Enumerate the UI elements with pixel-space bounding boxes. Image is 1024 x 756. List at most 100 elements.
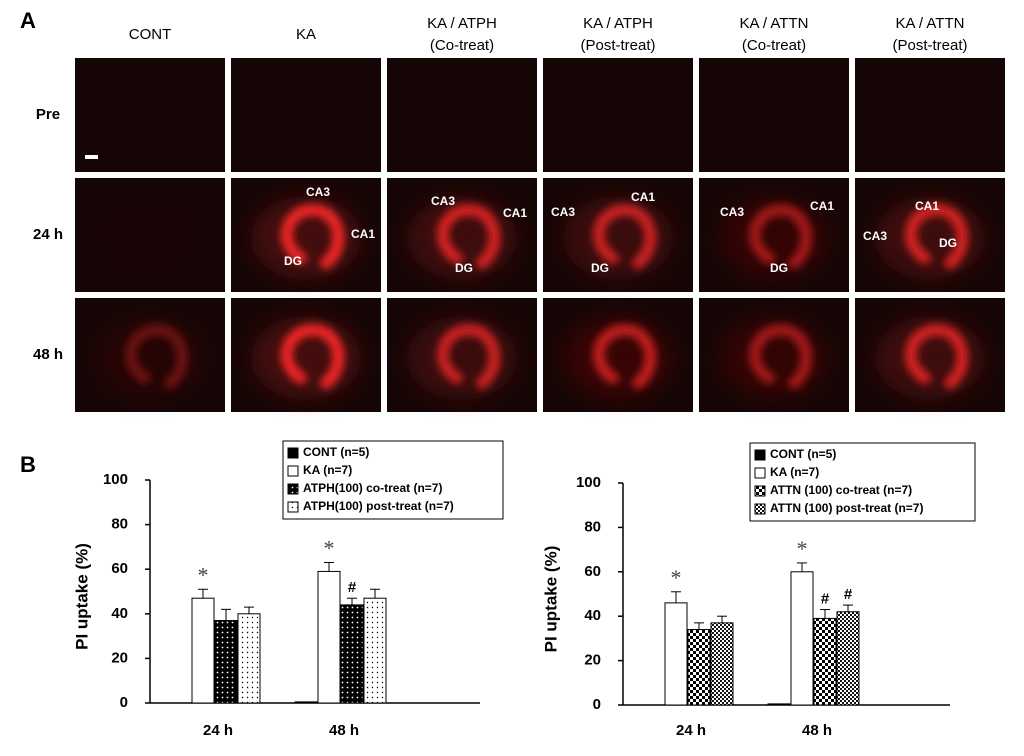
row-label: 24 h bbox=[33, 226, 63, 243]
legend-swatch bbox=[754, 467, 766, 479]
y-axis-label: PI uptake (%) bbox=[72, 543, 91, 650]
y-tick-label: 0 bbox=[593, 696, 601, 713]
error-bar bbox=[324, 562, 334, 572]
significance-mark: * bbox=[797, 536, 808, 561]
micrograph bbox=[855, 298, 1005, 412]
micrograph-bg bbox=[543, 58, 693, 172]
y-tick-label: 100 bbox=[103, 471, 128, 488]
hippocampus-glow bbox=[592, 204, 657, 269]
y-tick-label: 0 bbox=[120, 694, 128, 711]
bar bbox=[363, 597, 387, 704]
bar bbox=[214, 619, 238, 704]
micrograph bbox=[699, 298, 849, 412]
y-tick-label: 20 bbox=[111, 649, 128, 666]
hippocampus-glow bbox=[124, 324, 189, 389]
error-bar bbox=[370, 588, 380, 599]
bar bbox=[767, 703, 791, 706]
tissue-glow bbox=[719, 76, 829, 160]
micrograph bbox=[699, 58, 849, 172]
legend-swatch bbox=[287, 465, 299, 477]
error-bar bbox=[843, 604, 853, 612]
legend-label: ATTN (100) co-treat (n=7) bbox=[770, 483, 912, 497]
legend-swatch bbox=[287, 447, 299, 459]
micrograph bbox=[75, 58, 225, 172]
region-label: DG bbox=[455, 261, 473, 275]
micrograph-bg bbox=[699, 58, 849, 172]
bar bbox=[237, 613, 261, 704]
legend-box bbox=[749, 442, 976, 522]
column-header: (Co-treat) bbox=[430, 37, 494, 54]
error-bar bbox=[820, 609, 830, 619]
region-label: CA1 bbox=[503, 206, 527, 220]
region-label: DG bbox=[939, 236, 957, 250]
region-label: DG bbox=[591, 261, 609, 275]
significance-mark: * bbox=[198, 562, 209, 587]
x-tick-label: 24 h bbox=[676, 722, 706, 739]
micrograph bbox=[855, 58, 1005, 172]
region-label: CA3 bbox=[306, 185, 330, 199]
y-tick-label: 40 bbox=[584, 607, 601, 624]
legend-swatch bbox=[754, 503, 766, 515]
bar bbox=[664, 602, 688, 706]
hippocampus-glow bbox=[280, 204, 345, 269]
legend-label: KA (n=7) bbox=[303, 463, 352, 477]
micrograph bbox=[699, 178, 849, 292]
region-label: CA1 bbox=[351, 227, 375, 241]
hippocampus-glow bbox=[436, 204, 501, 269]
x-tick-label: 48 h bbox=[329, 722, 359, 739]
hippocampus-glow bbox=[748, 324, 813, 389]
significance-mark: # bbox=[348, 579, 357, 596]
significance-mark: * bbox=[671, 565, 682, 590]
micrograph bbox=[387, 58, 537, 172]
micrograph-bg bbox=[231, 58, 381, 172]
y-tick-label: 60 bbox=[584, 563, 601, 580]
scale-bar bbox=[85, 155, 98, 159]
hippocampus-glow bbox=[436, 324, 501, 389]
bar bbox=[813, 617, 837, 706]
micrograph bbox=[543, 178, 693, 292]
legend-swatch bbox=[754, 449, 766, 461]
y-tick-label: 60 bbox=[111, 560, 128, 577]
region-label: CA1 bbox=[915, 199, 939, 213]
micrograph-bg bbox=[75, 58, 225, 172]
micrograph bbox=[231, 178, 381, 292]
error-bar bbox=[347, 597, 357, 605]
hippocampus-glow bbox=[280, 324, 345, 389]
legend-label: KA (n=7) bbox=[770, 465, 819, 479]
bar bbox=[710, 622, 734, 706]
micrograph bbox=[75, 298, 225, 412]
column-header: (Post-treat) bbox=[892, 37, 967, 54]
legend-box bbox=[282, 440, 504, 520]
panel-label: A bbox=[20, 8, 36, 33]
region-label: CA3 bbox=[551, 205, 575, 219]
column-header: KA / ATTN bbox=[740, 15, 809, 32]
error-bar bbox=[198, 588, 208, 599]
legend-label: ATTN (100) post-treat (n=7) bbox=[770, 501, 923, 515]
y-tick-label: 20 bbox=[584, 652, 601, 669]
bar bbox=[340, 604, 364, 704]
significance-mark: # bbox=[821, 591, 830, 608]
y-tick-label: 100 bbox=[576, 474, 601, 491]
bar bbox=[836, 611, 860, 706]
micrograph bbox=[387, 298, 537, 412]
hippocampus-glow bbox=[748, 204, 813, 269]
micrograph bbox=[387, 178, 537, 292]
legend-label: CONT (n=5) bbox=[770, 447, 836, 461]
error-bar bbox=[244, 606, 254, 614]
legend-label: CONT (n=5) bbox=[303, 445, 369, 459]
y-tick-label: 40 bbox=[111, 605, 128, 622]
legend-label: ATPH(100) co-treat (n=7) bbox=[303, 481, 442, 495]
panel-label: B bbox=[20, 452, 36, 477]
micrograph-bg bbox=[75, 178, 225, 292]
column-header: KA / ATPH bbox=[427, 15, 497, 32]
micrograph-bg bbox=[855, 58, 1005, 172]
region-label: DG bbox=[770, 261, 788, 275]
hippocampus-glow bbox=[904, 204, 969, 269]
bar bbox=[687, 629, 711, 706]
tissue-glow bbox=[875, 76, 985, 160]
region-label: CA1 bbox=[810, 199, 834, 213]
legend-swatch bbox=[287, 501, 299, 513]
y-axis-label: PI uptake (%) bbox=[541, 546, 560, 653]
micrograph bbox=[231, 298, 381, 412]
row-label: Pre bbox=[36, 106, 60, 123]
